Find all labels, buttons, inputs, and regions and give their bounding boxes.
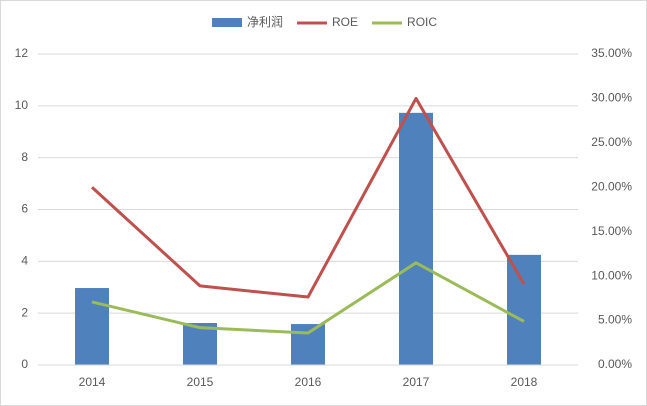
x-tick-label: 2014 [79,375,106,389]
y2-tick-label: 15.00% [591,224,632,238]
y2-tick-label: 5.00% [598,313,632,327]
legend-label: 净利润 [247,15,283,29]
x-tick-label: 2016 [295,375,322,389]
bar [291,324,325,365]
y-tick-label: 8 [21,150,28,164]
y2-tick-label: 0.00% [598,357,632,371]
legend-swatch [212,18,242,27]
y2-tick-label: 20.00% [591,179,632,193]
y-tick-label: 4 [21,254,28,268]
legend-label: ROE [332,15,358,29]
y2-tick-label: 25.00% [591,135,632,149]
line [90,96,526,299]
bar [507,254,541,365]
y2-tick-label: 10.00% [591,268,632,282]
y-tick-label: 0 [21,357,28,371]
bar [183,323,217,365]
y-tick-label: 2 [21,305,28,319]
bar [75,288,109,365]
y2-tick-label: 35.00% [591,46,632,60]
bar [399,112,433,365]
y2-tick-label: 30.00% [591,91,632,105]
y-tick-label: 6 [21,202,28,216]
x-tick-label: 2017 [403,375,430,389]
x-tick-label: 2018 [511,375,538,389]
y-tick-label: 12 [15,46,29,60]
line [91,261,525,335]
legend-label: ROIC [407,15,437,29]
y-tick-label: 10 [15,98,29,112]
x-tick-label: 2015 [187,375,214,389]
